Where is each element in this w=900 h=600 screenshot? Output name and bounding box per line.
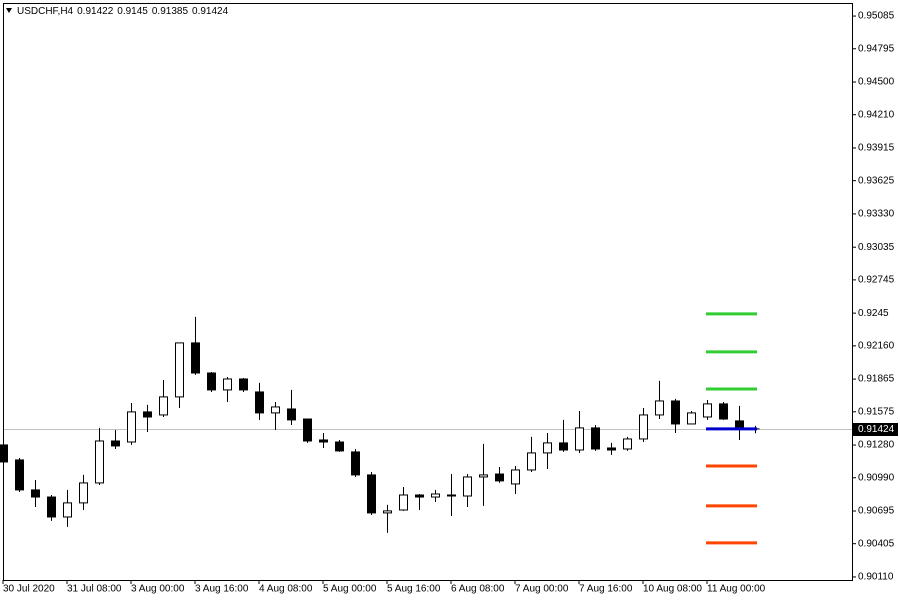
candle-body	[511, 469, 520, 485]
x-tick-label: 31 Jul 08:00	[67, 584, 122, 595]
candle-body	[191, 342, 200, 374]
candle-body	[719, 403, 728, 420]
candle-body	[63, 502, 72, 518]
candle-body	[399, 494, 408, 511]
x-tick-label: 11 Aug 00:00	[707, 584, 766, 595]
candle-body	[319, 439, 328, 443]
x-tick-label: 7 Aug 16:00	[579, 584, 633, 595]
candle-body	[543, 442, 552, 454]
candle-body	[335, 441, 344, 452]
menu-arrow[interactable]	[6, 8, 12, 13]
y-tick-label: 0.9245	[858, 308, 889, 319]
y-tick-label: 0.91575	[858, 406, 895, 417]
candle-body	[735, 420, 744, 429]
candle-body	[95, 440, 104, 484]
y-tick-label: 0.90405	[858, 538, 895, 549]
x-tick-label: 4 Aug 08:00	[259, 584, 313, 595]
x-tick-label: 5 Aug 16:00	[387, 584, 441, 595]
y-tick-label: 0.91865	[858, 374, 895, 385]
candle-body	[175, 342, 184, 398]
candle-body	[111, 440, 120, 447]
y-tick-label: 0.90990	[858, 472, 895, 483]
candle-body	[31, 489, 40, 498]
y-tick-label: 0.94210	[858, 109, 895, 120]
candle-body	[383, 510, 392, 514]
plot-frame	[3, 3, 853, 581]
low-value: 0.91385	[152, 6, 189, 17]
candle-body	[575, 427, 584, 451]
x-tick-label: 5 Aug 00:00	[323, 584, 377, 595]
candle-body	[303, 418, 312, 442]
candle-body	[607, 447, 616, 451]
y-tick-label: 0.93915	[858, 143, 895, 154]
chart-title: USDCHF,H4	[17, 6, 74, 17]
candle-body	[271, 406, 280, 414]
candle-body	[0, 444, 8, 463]
y-tick-label: 0.95085	[858, 11, 895, 22]
candle-body	[655, 400, 664, 416]
candle-body	[463, 476, 472, 497]
candle-body	[159, 396, 168, 416]
candle-body	[479, 474, 488, 478]
candle-body	[703, 403, 712, 418]
y-tick-label: 0.93625	[858, 175, 895, 186]
y-tick-label: 0.92160	[858, 340, 895, 351]
candle-body	[527, 452, 536, 471]
candle-body	[447, 494, 456, 497]
candle-body	[207, 372, 216, 391]
x-tick-label: 10 Aug 08:00	[643, 584, 702, 595]
candle-body	[415, 494, 424, 498]
x-tick-label: 3 Aug 00:00	[131, 584, 185, 595]
y-tick-label: 0.90110	[858, 572, 894, 583]
y-tick-label: 0.93035	[858, 242, 895, 253]
candle-body	[495, 473, 504, 482]
y-tick-label: 0.92745	[858, 275, 895, 286]
candle-body	[559, 442, 568, 451]
candle-body	[431, 493, 440, 498]
candle-body	[127, 411, 136, 443]
candle-body	[255, 391, 264, 414]
close-value: 0.91424	[192, 6, 229, 17]
y-tick-label: 0.90695	[858, 506, 895, 517]
candle-body	[351, 451, 360, 476]
y-tick-label: 0.91280	[858, 440, 895, 451]
candle-body	[671, 400, 680, 425]
candle-body	[143, 411, 152, 418]
y-tick-label: 0.94500	[858, 77, 895, 88]
price-label: 0.91424	[858, 424, 895, 435]
open-value: 0.91422	[77, 6, 114, 17]
x-tick-label: 6 Aug 08:00	[451, 584, 505, 595]
chart-header: USDCHF,H4 0.91422 0.9145 0.91385 0.91424	[17, 6, 229, 17]
x-tick-label: 3 Aug 16:00	[195, 584, 249, 595]
candle-body	[47, 496, 56, 518]
x-tick-label: 7 Aug 00:00	[515, 584, 569, 595]
candle-body	[591, 427, 600, 450]
candle-body	[687, 412, 696, 425]
candle-body	[15, 459, 24, 491]
candle-body	[367, 474, 376, 514]
candle-body	[223, 378, 232, 391]
candle-body	[623, 438, 632, 450]
candle-body	[639, 414, 648, 440]
high-value: 0.9145	[117, 6, 148, 17]
y-tick-label: 0.94795	[858, 43, 895, 54]
candle-body	[79, 482, 88, 504]
candle-body	[287, 408, 296, 421]
candle-body	[239, 378, 248, 391]
price-label-bg	[852, 423, 898, 436]
y-tick-label: 0.93330	[858, 209, 895, 220]
x-tick-label: 30 Jul 2020	[3, 584, 55, 595]
